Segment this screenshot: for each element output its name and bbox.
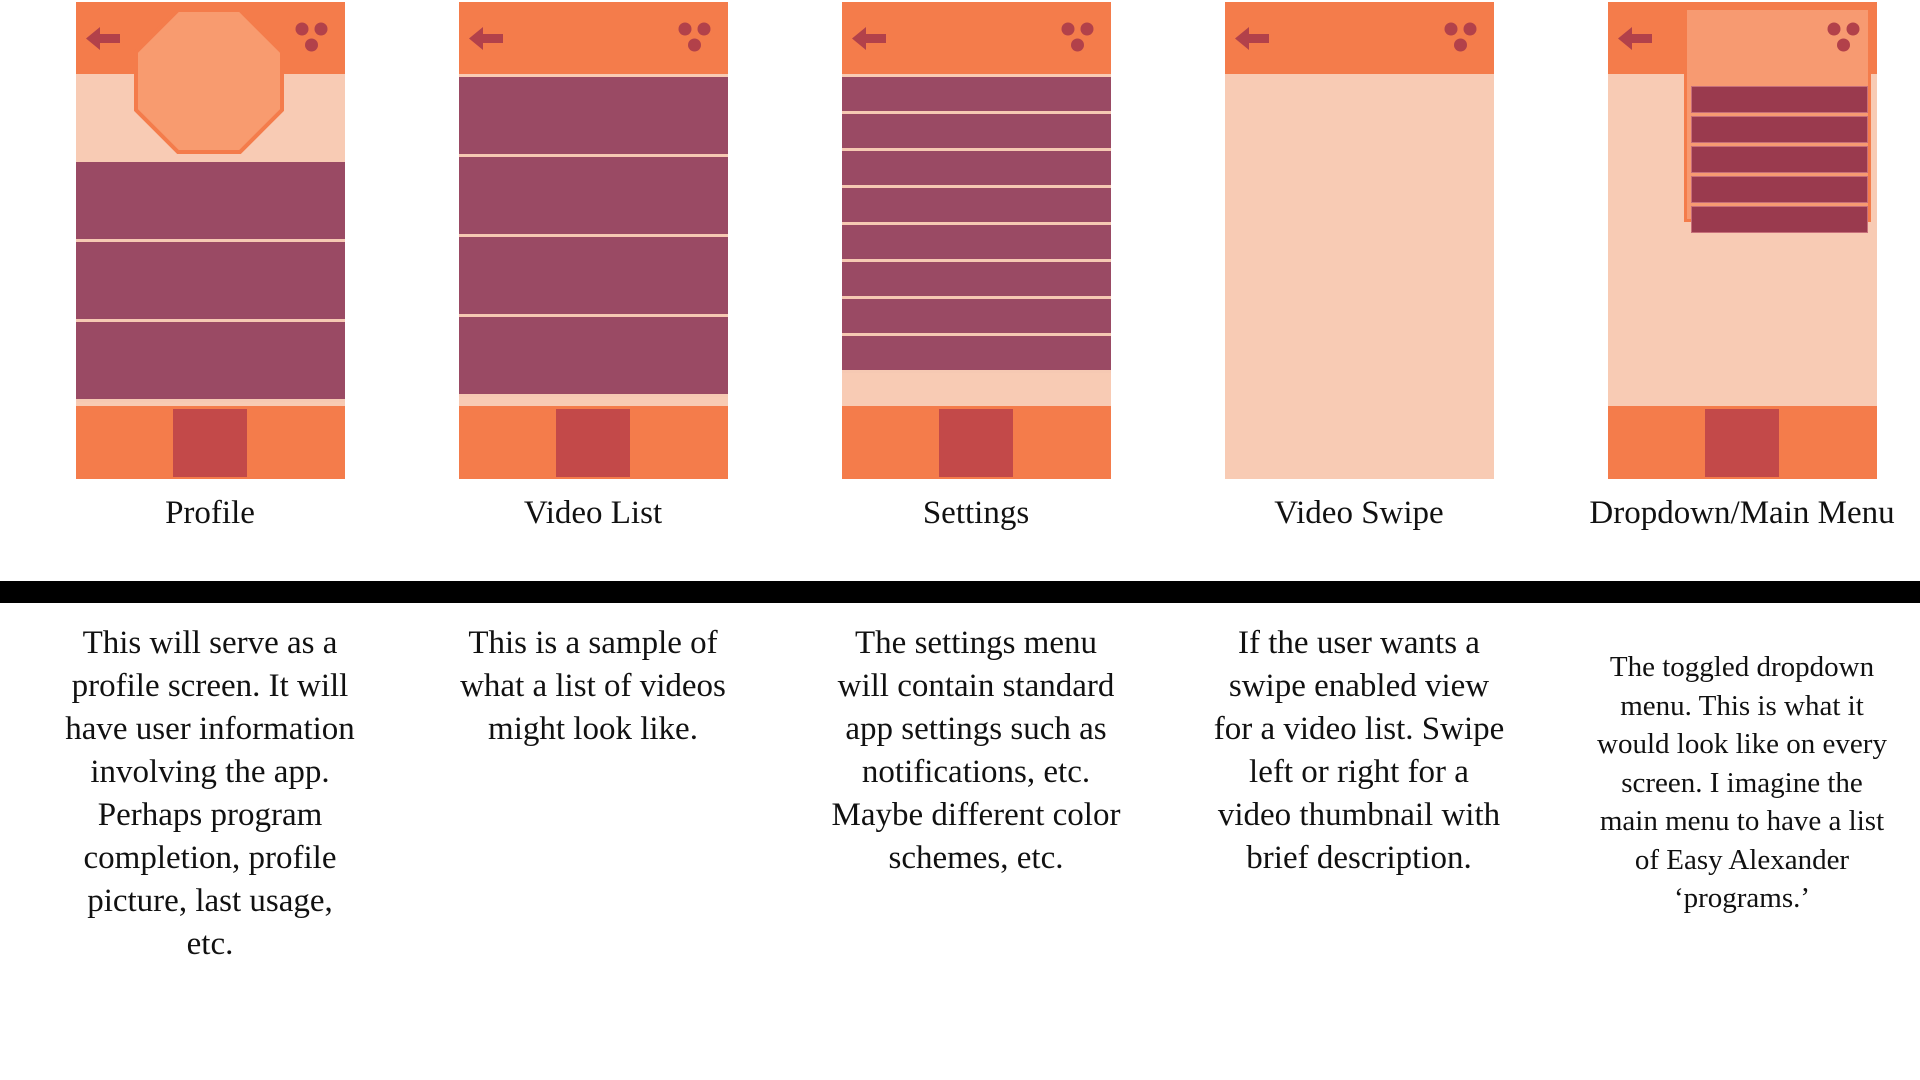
bottom-bar [1608,406,1877,479]
back-arrow-icon [1235,27,1269,50]
bottom-bar [76,406,345,479]
three-dot-menu-icon [1444,22,1477,52]
dropdown-menu-items [1691,86,1868,236]
back-arrow-icon [469,27,503,50]
back-arrow-icon [86,27,120,50]
three-dot-menu-icon [1827,22,1860,52]
list-item [459,157,728,237]
list-item [1691,146,1868,173]
list-item [842,77,1111,114]
list-item [842,188,1111,225]
home-button-placeholder [939,409,1013,477]
screen-description-settings: The settings menu will contain standard … [831,625,1121,876]
list-item [842,262,1111,299]
bottom-bar [459,406,728,479]
screen-description-video-swipe: If the user wants a swipe enabled view f… [1213,625,1505,876]
top-bar [459,2,728,74]
settings-rows [842,77,1111,373]
profile-screen-mockup [76,2,345,479]
list-item [459,237,728,317]
three-dot-menu-icon [678,22,711,52]
three-dot-menu-icon [1061,22,1094,52]
video-list-rows [459,77,728,397]
top-bar [1225,2,1494,74]
list-item [842,336,1111,373]
section-divider [0,581,1920,603]
home-button-placeholder [1705,409,1779,477]
video-list-screen-mockup [459,2,728,479]
back-arrow-icon [852,27,886,50]
list-item [1691,206,1868,233]
top-bar [842,2,1111,74]
dropdown-menu-screen-mockup [1608,2,1877,479]
settings-screen-mockup [842,2,1111,479]
list-item [1691,176,1868,203]
screen-title-settings: Settings [922,495,1030,531]
list-item [842,114,1111,151]
list-item [842,151,1111,188]
screen-description-dropdown-menu: The toggled dropdown menu. This is what … [1597,651,1887,914]
list-item [1691,86,1868,113]
list-item [1691,116,1868,143]
list-item [459,77,728,157]
dropdown-menu-panel [1684,7,1871,233]
home-button-placeholder [173,409,247,477]
home-button-placeholder [556,409,630,477]
screen-title-video-list: Video List [523,495,663,531]
list-item [842,225,1111,262]
profile-picture-placeholder [134,8,284,154]
list-item [76,322,345,402]
profile-info-rows [76,162,345,402]
list-item [459,317,728,397]
three-dot-menu-icon [295,22,328,52]
screen-description-profile: This will serve as a profile screen. It … [65,625,355,962]
video-swipe-screen-mockup [1225,2,1494,479]
bottom-bar [842,406,1111,479]
list-item [842,299,1111,336]
back-arrow-icon [1618,27,1652,50]
screen-title-video-swipe: Video Swipe [1274,495,1444,531]
screen-title-dropdown-menu: Dropdown/Main Menu [1589,495,1895,531]
list-item [76,162,345,242]
screen-title-profile: Profile [165,495,255,531]
screen-description-video-list: This is a sample of what a list of video… [460,625,726,747]
list-item [76,242,345,322]
